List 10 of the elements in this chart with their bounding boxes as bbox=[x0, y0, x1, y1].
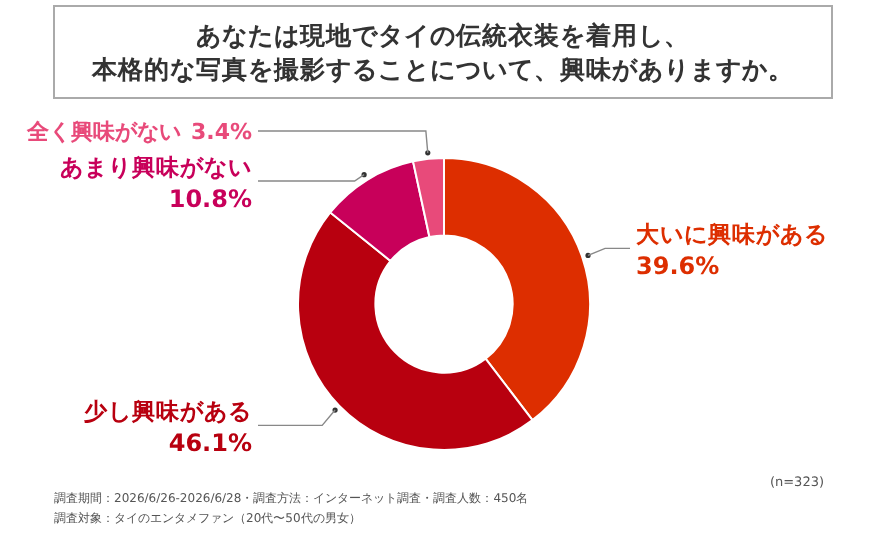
slice-label: 全く興味がない bbox=[24, 118, 181, 145]
chart-title: あなたは現地でタイの伝統衣装を着用し、本格的な写真を撮影することについて、興味がありますか。 bbox=[90, 20, 794, 84]
slice-label: 大いに興味がある bbox=[636, 220, 828, 249]
data-label: 10.8% bbox=[168, 184, 252, 213]
slice-label: 少し興味がある bbox=[84, 397, 252, 426]
data-label: 46.1% bbox=[168, 429, 252, 458]
data-label: 3.4% bbox=[190, 118, 252, 145]
slice-label: あまり興味がない bbox=[60, 152, 252, 181]
data-label: 39.6% bbox=[636, 252, 720, 281]
title: あなたは現地でタイの伝統衣装を着用し、本格的な写真を撮影することについて、興味がありますか。 bbox=[53, 5, 833, 99]
